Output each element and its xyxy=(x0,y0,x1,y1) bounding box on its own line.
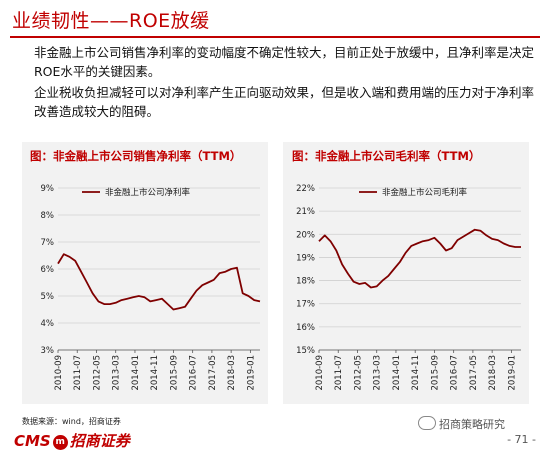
x-tick-label: 2014-11 xyxy=(411,355,421,391)
x-tick-label: 2013-03 xyxy=(373,355,383,391)
legend-label: 非金融上市公司净利率 xyxy=(105,187,191,198)
x-tick-label: 2016-07 xyxy=(450,355,460,391)
page-title: 业绩韧性——ROE放缓 xyxy=(12,10,210,32)
wechat-label: 招商策略研究 xyxy=(439,418,505,431)
y-tick-label: 3% xyxy=(41,346,55,356)
x-tick-label: 2014-11 xyxy=(150,355,160,391)
x-tick-label: 2017-05 xyxy=(208,355,218,391)
y-tick-label: 7% xyxy=(41,238,55,248)
y-tick-label: 16% xyxy=(296,323,315,333)
x-tick-label: 2011-07 xyxy=(334,355,344,391)
y-tick-label: 17% xyxy=(296,300,315,310)
y-tick-label: 8% xyxy=(41,211,55,221)
x-tick-label: 2012-05 xyxy=(92,355,102,391)
x-tick-label: 2018-03 xyxy=(488,355,498,391)
x-tick-label: 2015-09 xyxy=(430,355,440,391)
logo-text: CMS xyxy=(14,432,51,450)
series-line xyxy=(318,228,521,289)
y-tick-label: 9% xyxy=(41,184,55,194)
legend-label: 非金融上市公司毛利率 xyxy=(382,187,468,198)
data-source-note: 数据来源：wind，招商证券 xyxy=(22,417,121,426)
x-tick-label: 2014-01 xyxy=(392,355,402,391)
chart-panel-net-margin xyxy=(22,142,268,404)
x-tick-label: 2010-09 xyxy=(315,355,325,391)
logo-badge: m xyxy=(52,435,68,450)
page-number: - 71 - xyxy=(507,433,536,446)
company-logo: CMS m 招商证券 xyxy=(14,430,130,451)
x-tick-label: 2019-01 xyxy=(246,355,256,391)
y-tick-label: 21% xyxy=(296,207,315,217)
wechat-account: 招商策略研究 xyxy=(418,416,505,432)
x-tick-label: 2015-09 xyxy=(169,355,179,391)
x-tick-label: 2019-01 xyxy=(507,355,517,391)
paragraph-1: 非金融上市公司销售净利率的变动幅度不确定性较大，目前正处于放缓中，且净利率是决定… xyxy=(34,45,535,79)
chart-panel-gross-margin xyxy=(283,142,529,404)
x-tick-label: 2017-05 xyxy=(469,355,479,391)
wechat-icon xyxy=(418,416,436,430)
paragraph-2: 企业税收负担减轻可以对净利率产生正向驱动效果，但是收入端和费用端的压力对于净利率… xyxy=(34,85,535,119)
x-tick-label: 2010-09 xyxy=(54,355,64,391)
net-margin-chart: 3% 4% 5% 6% 7% 8% 9% 2010-09 2011-07 2012-05 2013-… xyxy=(41,184,261,391)
series-line xyxy=(57,253,261,311)
gross-margin-chart: 15% 16% 17% 18% 19% 20% 21% 22% 2010-09 2011-07 20… xyxy=(296,184,522,391)
y-tick-label: 18% xyxy=(296,277,315,287)
x-tick-label: 2018-03 xyxy=(227,355,237,391)
x-tick-label: 2014-01 xyxy=(131,355,141,391)
logo-cn: 招商证券 xyxy=(69,432,130,450)
x-tick-label: 2012-05 xyxy=(353,355,363,391)
y-tick-label: 15% xyxy=(296,346,315,356)
x-tick-label: 2016-07 xyxy=(189,355,199,391)
chart-title-gross-margin: 图：非金融上市公司毛利率（TTM） xyxy=(292,149,481,163)
chart-title-net-margin: 图：非金融上市公司销售净利率（TTM） xyxy=(30,149,242,163)
y-tick-label: 4% xyxy=(41,319,55,329)
title-divider xyxy=(10,36,540,38)
x-tick-label: 2011-07 xyxy=(73,355,83,391)
y-tick-label: 20% xyxy=(296,230,315,240)
y-tick-label: 6% xyxy=(41,265,55,275)
y-tick-label: 22% xyxy=(296,184,315,194)
x-tick-label: 2013-03 xyxy=(112,355,122,391)
y-tick-label: 5% xyxy=(41,292,55,302)
y-tick-label: 19% xyxy=(296,253,315,263)
